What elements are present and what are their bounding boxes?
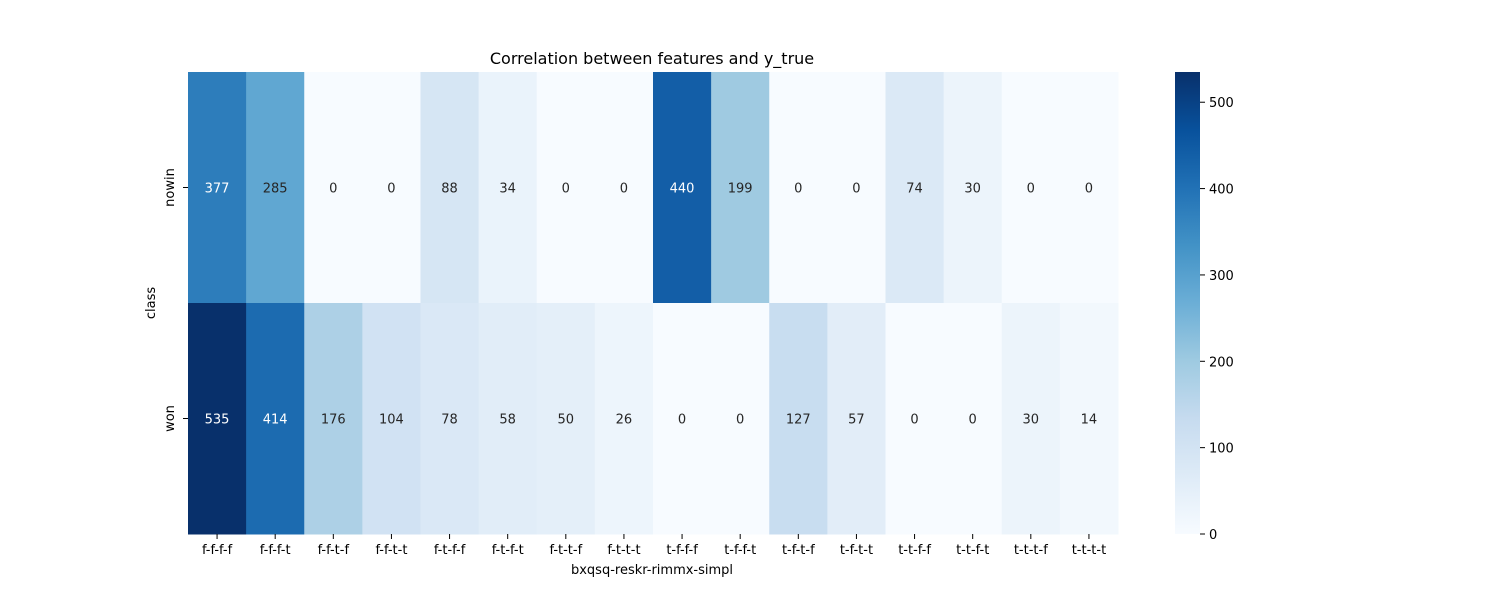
heatmap-cell bbox=[246, 72, 305, 304]
cell-value-label: 78 bbox=[441, 413, 458, 428]
heatmap-cell bbox=[1059, 303, 1119, 535]
heatmap-cell bbox=[769, 72, 828, 304]
heatmap-cell bbox=[653, 303, 712, 535]
cell-value-label: 127 bbox=[786, 413, 811, 428]
colorbar-tick-label: 300 bbox=[1209, 269, 1234, 284]
colorbar-tick-label: 100 bbox=[1209, 442, 1234, 457]
heatmap-cell bbox=[827, 303, 886, 535]
y-tick-label: won bbox=[163, 405, 178, 432]
cell-value-label: 377 bbox=[205, 182, 230, 197]
cell-value-label: 0 bbox=[620, 182, 628, 197]
cell-value-label: 0 bbox=[678, 413, 686, 428]
cell-value-label: 0 bbox=[794, 182, 802, 197]
x-tick-label: t-t-t-t bbox=[1072, 543, 1106, 558]
colorbar-gradient bbox=[1175, 72, 1200, 534]
cell-value-label: 50 bbox=[558, 413, 575, 428]
x-tick-label: f-t-f-f bbox=[434, 543, 466, 558]
cell-value-label: 535 bbox=[205, 413, 230, 428]
heatmap-cell bbox=[304, 72, 363, 304]
x-tick-label: f-f-t-t bbox=[375, 543, 407, 558]
heatmap-cell bbox=[420, 72, 480, 304]
x-tick-label: f-t-f-t bbox=[492, 543, 524, 558]
heatmap-cell bbox=[885, 72, 945, 304]
x-tick-label: f-f-t-f bbox=[318, 543, 350, 558]
cell-value-label: 26 bbox=[616, 413, 633, 428]
x-tick-label: t-t-f-t bbox=[956, 543, 989, 558]
colorbar: 0 100 200 300 400 500 bbox=[1175, 72, 1234, 543]
cell-value-label: 104 bbox=[379, 413, 404, 428]
colorbar-tick-label: 500 bbox=[1209, 96, 1234, 111]
heatmap-cell bbox=[827, 72, 886, 304]
cell-value-label: 0 bbox=[1085, 182, 1093, 197]
y-axis: nowin won bbox=[163, 168, 188, 432]
x-tick-label: t-f-t-t bbox=[840, 543, 873, 558]
heatmap-cell bbox=[536, 72, 596, 304]
x-tick-label: t-f-f-t bbox=[724, 543, 756, 558]
chart-title: Correlation between features and y_true bbox=[490, 49, 814, 69]
cell-value-label: 88 bbox=[441, 182, 458, 197]
cell-value-label: 0 bbox=[910, 413, 918, 428]
cell-value-label: 285 bbox=[263, 182, 288, 197]
cell-value-label: 0 bbox=[852, 182, 860, 197]
heatmap-cell bbox=[885, 303, 945, 535]
heatmap-cell bbox=[711, 303, 770, 535]
heatmap-cell bbox=[478, 72, 538, 304]
cell-value-label: 58 bbox=[499, 413, 516, 428]
heatmap-cell bbox=[594, 72, 654, 304]
cell-value-label: 0 bbox=[387, 182, 395, 197]
heatmap-cell bbox=[711, 72, 770, 304]
heatmap-cell bbox=[536, 303, 596, 535]
cell-value-label: 30 bbox=[964, 182, 981, 197]
x-tick-label: f-t-t-t bbox=[607, 543, 640, 558]
heatmap-cell bbox=[188, 303, 247, 535]
heatmap-cell bbox=[943, 72, 1003, 304]
heatmap-cell bbox=[1001, 72, 1061, 304]
cell-value-label: 14 bbox=[1081, 413, 1098, 428]
x-tick-label: f-t-t-f bbox=[549, 543, 582, 558]
x-tick-label: t-f-t-f bbox=[782, 543, 815, 558]
heatmap-cell bbox=[362, 303, 421, 535]
cell-value-label: 0 bbox=[562, 182, 570, 197]
heatmap-cell bbox=[769, 303, 828, 535]
heatmap-cell bbox=[246, 303, 305, 535]
y-axis-label: class bbox=[144, 287, 159, 319]
x-tick-label: t-f-f-f bbox=[666, 543, 698, 558]
x-tick-label: t-t-t-f bbox=[1014, 543, 1048, 558]
colorbar-tick-label: 400 bbox=[1209, 183, 1234, 198]
cell-value-label: 414 bbox=[263, 413, 288, 428]
heatmap-cell bbox=[420, 303, 480, 535]
colorbar-ticks: 0 100 200 300 400 500 bbox=[1200, 96, 1234, 543]
heatmap-cell bbox=[653, 72, 712, 304]
cell-value-label: 0 bbox=[969, 413, 977, 428]
y-tick-label: nowin bbox=[163, 168, 178, 207]
colorbar-tick-label: 0 bbox=[1209, 528, 1217, 543]
colorbar-tick-label: 200 bbox=[1209, 355, 1234, 370]
cell-value-label: 440 bbox=[670, 182, 695, 197]
heatmap-cell bbox=[478, 303, 538, 535]
heatmap-cell bbox=[362, 72, 421, 304]
x-tick-label: f-f-f-t bbox=[260, 543, 291, 558]
heatmap-cells: 377 285 0 0 88 34 0 0 440 199 0 0 74 30 0 0 535 414 176 104… bbox=[188, 72, 1119, 535]
cell-value-label: 34 bbox=[499, 182, 516, 197]
x-tick-label: f-f-f-f bbox=[202, 543, 233, 558]
cell-value-label: 57 bbox=[848, 413, 865, 428]
heatmap-cell bbox=[1059, 72, 1119, 304]
cell-value-label: 199 bbox=[728, 182, 753, 197]
x-axis-label: bxqsq-reskr-rimmx-simpl bbox=[571, 563, 733, 578]
cell-value-label: 0 bbox=[1027, 182, 1035, 197]
heatmap-cell bbox=[1001, 303, 1061, 535]
x-tick-label: t-t-f-f bbox=[898, 543, 931, 558]
cell-value-label: 74 bbox=[906, 182, 923, 197]
heatmap-cell bbox=[594, 303, 654, 535]
heatmap-cell bbox=[188, 72, 247, 304]
cell-value-label: 30 bbox=[1023, 413, 1040, 428]
cell-value-label: 0 bbox=[736, 413, 744, 428]
x-axis: f-f-f-f f-f-f-t f-f-t-f f-f-t-t f-t-f-f f-t-f… bbox=[202, 534, 1106, 558]
heatmap-cell bbox=[304, 303, 363, 535]
heatmap-cell bbox=[943, 303, 1003, 535]
cell-value-label: 0 bbox=[329, 182, 337, 197]
cell-value-label: 176 bbox=[321, 413, 346, 428]
